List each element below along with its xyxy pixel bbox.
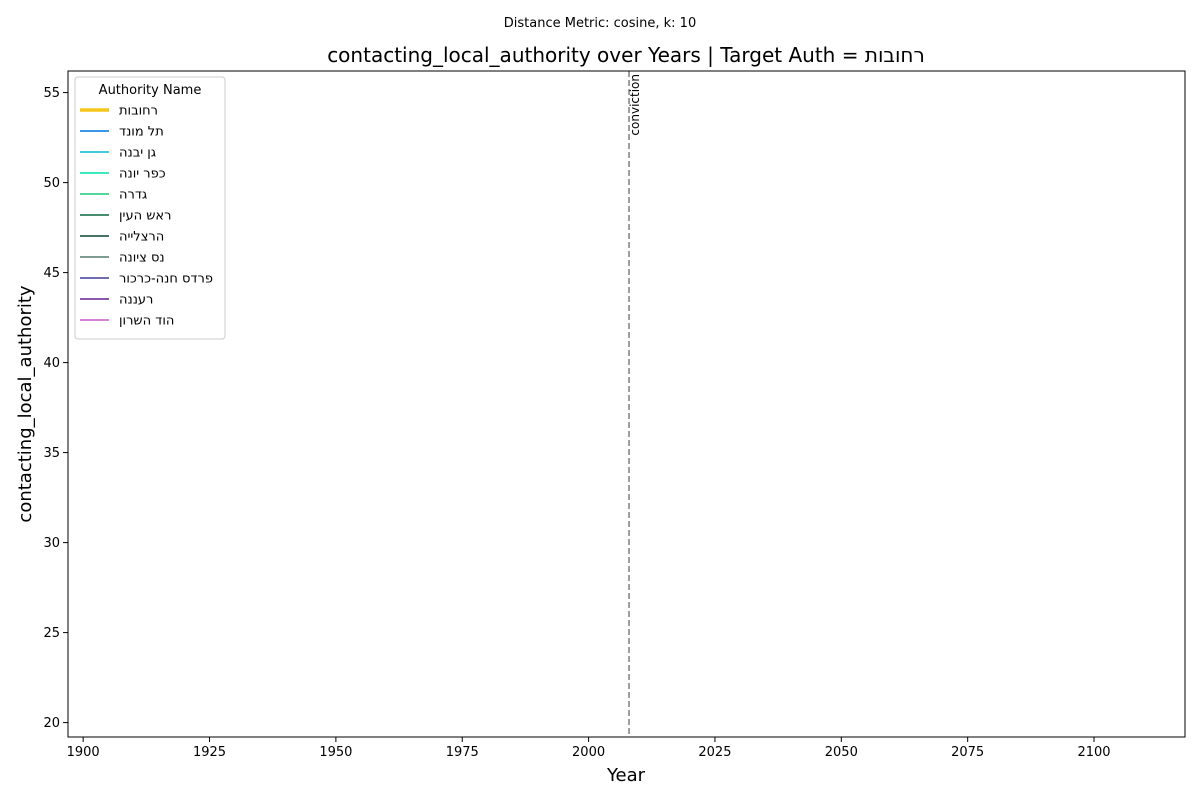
legend: Authority Name רחובות תל מונד גן יבנה כפר יו… — [74, 76, 226, 340]
legend-entry-label: גדרה — [119, 188, 147, 203]
chart-title: contacting_local_authority over Years | … — [327, 43, 925, 67]
x-tick-label: 1975 — [446, 745, 479, 760]
x-axis-label: Year — [606, 765, 646, 786]
y-tick-label: 50 — [43, 176, 60, 191]
y-tick-label: 35 — [43, 446, 60, 461]
legend-entry-label: הוד השרון — [119, 314, 174, 329]
legend-box — [74, 76, 226, 340]
x-tick-label: 2075 — [951, 745, 984, 760]
x-tick-label: 1925 — [193, 745, 226, 760]
legend-entry-label: גן יבנה — [119, 146, 156, 161]
legend-entry-label: תל מונד — [119, 125, 164, 140]
y-tick-label: 55 — [43, 86, 60, 101]
legend-entry-label: פרדס חנה-כרכור — [119, 272, 213, 287]
legend-entry-label: כפר יונה — [119, 167, 166, 182]
axes-frame — [67, 70, 1186, 738]
y-axis-label: contacting_local_authority — [15, 285, 36, 523]
x-tick-label: 2100 — [1077, 745, 1110, 760]
x-tick-label: 2025 — [698, 745, 731, 760]
legend-entry-label: הרצלייה — [119, 230, 164, 245]
y-tick-label: 20 — [43, 716, 60, 731]
y-tick-label: 45 — [43, 266, 60, 281]
y-tick-label: 25 — [43, 626, 60, 641]
y-tick-label: 40 — [43, 356, 60, 371]
chart-suptitle: Distance Metric: cosine, k: 10 — [504, 16, 696, 31]
legend-entry-label: נס ציונה — [119, 251, 165, 266]
legend-title: Authority Name — [99, 83, 202, 98]
x-tick-label: 1900 — [67, 745, 100, 760]
legend-entry-label: רעננה — [119, 293, 153, 308]
legend-entry-label: ראש העין — [119, 209, 171, 224]
x-tick-label: 2050 — [825, 745, 858, 760]
vline-annotation-label: conviction — [628, 74, 642, 136]
x-tick-label: 2000 — [572, 745, 605, 760]
legend-entry-label: רחובות — [119, 104, 158, 119]
y-tick-label: 30 — [43, 536, 60, 551]
x-tick-label: 1950 — [319, 745, 352, 760]
